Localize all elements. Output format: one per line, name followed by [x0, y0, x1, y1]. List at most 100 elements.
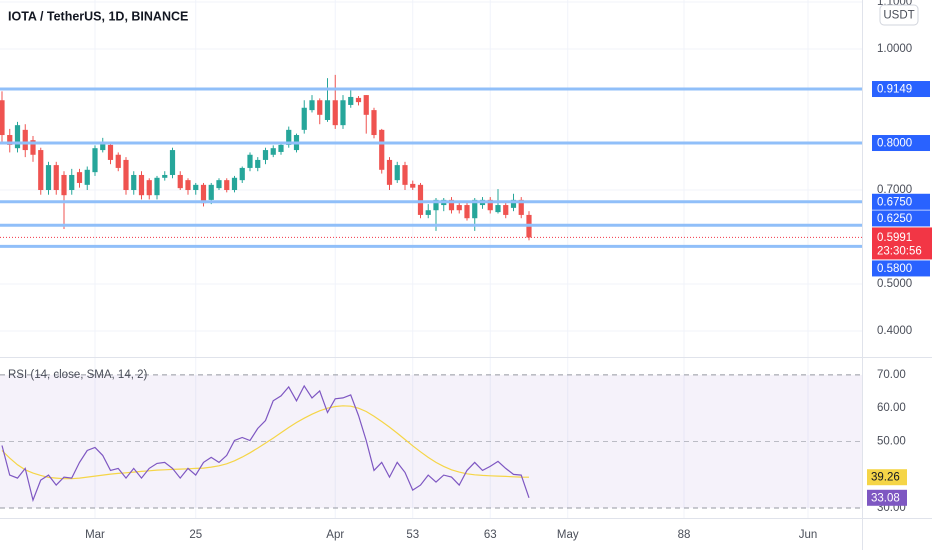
candle-body: [193, 184, 199, 191]
candle-body: [131, 174, 137, 191]
rsi-pane: [0, 358, 862, 518]
rsi-line: [1, 405, 530, 480]
last-value-box: [867, 469, 907, 486]
level-label-box: [872, 81, 930, 98]
candle-body: [309, 100, 315, 111]
candle-body: [69, 174, 75, 191]
candle-body: [456, 205, 462, 211]
x-tick-label: Mar: [85, 529, 105, 541]
candle-body: [200, 184, 207, 204]
x-tick-label: 53: [406, 529, 419, 541]
candle-body: [185, 180, 191, 191]
y-tick-label: 0.7000: [877, 184, 912, 196]
candle-body: [301, 107, 307, 130]
candle-body: [317, 100, 323, 115]
level-label: 0.5800: [877, 263, 912, 275]
x-tick-label: 25: [189, 529, 202, 541]
last-value-label: 33.08: [871, 492, 900, 504]
x-tick-label: Apr: [326, 529, 344, 541]
candle-body: [162, 174, 168, 178]
candle-body: [14, 125, 21, 149]
level-label-box: [872, 193, 930, 210]
candle-body: [518, 199, 524, 215]
candle-body: [510, 199, 517, 208]
candle-body: [0, 100, 5, 136]
x-tick-label: May: [557, 529, 579, 541]
candle-body: [38, 150, 44, 191]
axes: Mar 25 Apr 53 63 May 88 Jun 0.4000 0.5000 0.7000 1.…: [85, 0, 932, 541]
level-label-box: [872, 135, 930, 152]
candle-body: [472, 199, 478, 219]
candle-body: [61, 174, 67, 196]
candle-body: [231, 177, 238, 191]
candle-body: [410, 183, 416, 188]
rsi-band: [0, 374, 862, 509]
candle-body: [53, 165, 59, 191]
level-label-box: [872, 260, 930, 277]
candle-body: [448, 199, 455, 211]
candle-body: [216, 180, 222, 189]
candle-body: [224, 180, 230, 191]
y-tick-label: 0.4000: [877, 325, 912, 337]
x-tick-label: 88: [678, 529, 691, 541]
x-tick-label: 63: [484, 529, 497, 541]
candle-body: [503, 205, 509, 215]
price-pane: [0, 0, 862, 357]
y-tick-label: 60.00: [877, 402, 906, 414]
rsi-title: RSI (14, close, SMA, 14, 2): [8, 369, 148, 381]
y-tick-label: 1.1000: [877, 0, 912, 8]
candle-body: [386, 159, 393, 185]
level-label-box: [872, 210, 930, 227]
candle-body: [324, 100, 331, 120]
chart-title: IOTA / TetherUS, 1D, BINANCE: [8, 9, 188, 23]
candle-body: [464, 205, 470, 219]
candle-body: [340, 100, 346, 126]
candle-body: [208, 184, 214, 200]
candle-body: [402, 165, 408, 185]
candle-body: [154, 177, 160, 196]
candle-body: [495, 205, 501, 213]
countdown-label: 23:30:56: [877, 245, 922, 257]
last-price-label: 0.5991: [877, 232, 912, 244]
candle-body: [92, 148, 98, 173]
candle-body: [239, 167, 245, 181]
candle-body: [417, 184, 424, 215]
currency-label[interactable]: USDT: [883, 10, 914, 22]
candle-body: [138, 174, 145, 196]
candle-body: [355, 97, 362, 103]
candle-body: [169, 150, 176, 175]
last-value-label: 39.26: [871, 472, 900, 484]
candle-body: [278, 144, 284, 152]
candle-body: [146, 180, 152, 196]
level-label: 0.6750: [877, 196, 912, 208]
candle-body: [363, 95, 369, 115]
candle-body: [394, 165, 400, 181]
level-label: 0.9149: [877, 84, 912, 96]
level-label: 0.6250: [877, 213, 912, 225]
candle-body: [379, 129, 385, 170]
rsi-line: [1, 384, 530, 503]
candle-body: [371, 110, 377, 136]
last-price-box: [872, 227, 932, 260]
y-tick-label: 0.5000: [877, 278, 912, 290]
candle-body: [348, 96, 354, 105]
candle-body: [270, 148, 276, 155]
candle-body: [262, 150, 269, 160]
y-tick-label: 70.00: [877, 369, 906, 381]
candle-body: [115, 154, 121, 168]
candle-body: [177, 174, 183, 189]
last-value-box: [867, 489, 907, 506]
currency-button[interactable]: [879, 4, 919, 26]
candle-body: [45, 165, 52, 191]
level-label: 0.8000: [877, 138, 912, 150]
candle-body: [425, 210, 431, 215]
y-tick-label: 50.00: [877, 435, 906, 447]
candle-body: [30, 140, 36, 155]
candle-body: [255, 159, 261, 168]
candle-body: [123, 159, 129, 191]
candle-body: [332, 100, 338, 126]
candle-body: [76, 172, 83, 183]
candle-body: [487, 199, 493, 211]
